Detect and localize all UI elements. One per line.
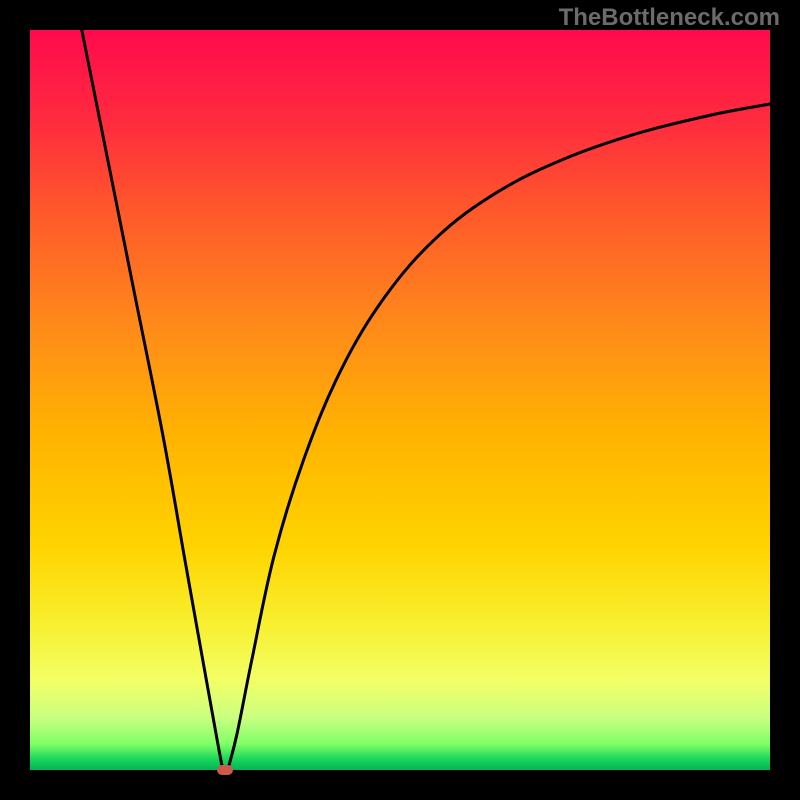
watermark-text: TheBottleneck.com [559,4,780,32]
minimum-marker [217,765,233,775]
curve-right-branch [228,104,770,768]
curve-layer [0,0,800,800]
curve-left-branch [82,30,223,768]
chart-frame: TheBottleneck.com [0,0,800,800]
